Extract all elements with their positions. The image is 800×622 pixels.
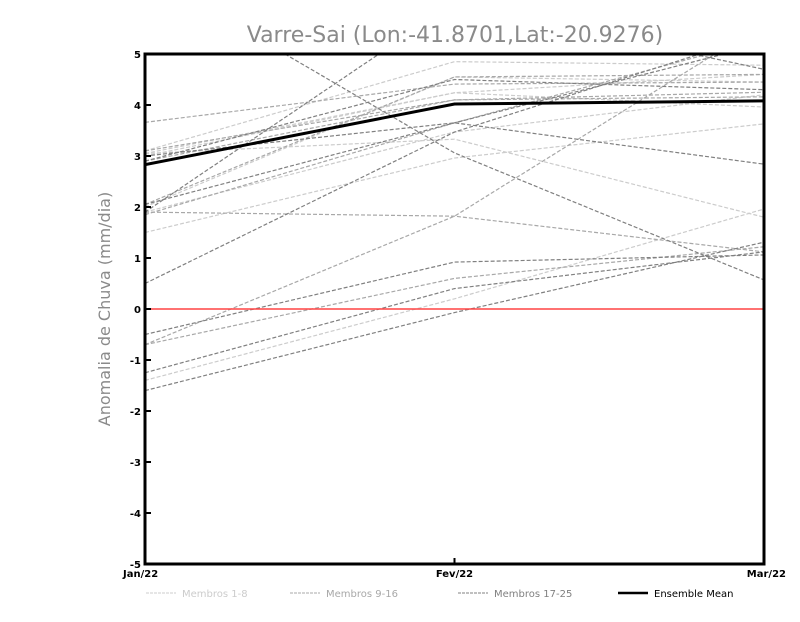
member-line-7 [145, 94, 764, 213]
x-tick-label: Fev/22 [436, 569, 473, 580]
x-tick-label: Mar/22 [747, 569, 786, 580]
legend-label: Membros 1-8 [182, 589, 248, 600]
chart-title: Varre-Sai (Lon:-41.8701,Lat:-20.9276) [247, 23, 664, 48]
member-line-15 [145, 96, 764, 152]
x-tick-label: Jan/22 [122, 569, 158, 580]
y-tick-label: -4 [130, 509, 141, 520]
y-tick-label: -1 [130, 356, 141, 367]
member-line-11 [145, 211, 764, 253]
member-line-17 [145, 54, 727, 206]
member-line-23 [145, 78, 764, 162]
member-line-4 [145, 138, 764, 218]
legend-label: Membros 9-16 [326, 589, 398, 600]
y-tick-label: -3 [130, 458, 141, 469]
member-line-16 [145, 73, 764, 206]
member-line-14 [145, 246, 764, 346]
member-line-13 [145, 54, 717, 346]
legend-label: Membros 17-25 [494, 589, 572, 600]
y-axis-label: Anomalia de Chuva (mm/dia) [95, 192, 114, 426]
member-line-24 [145, 251, 764, 374]
y-tick-label: 0 [134, 305, 141, 316]
y-tick-label: 5 [134, 50, 141, 61]
y-tick-label: 3 [134, 152, 141, 163]
y-tick-label: -5 [130, 560, 141, 571]
y-tick-label: 1 [134, 254, 141, 265]
member-line-3 [145, 123, 764, 234]
y-tick-label: 2 [134, 203, 141, 214]
legend-label: Ensemble Mean [654, 589, 733, 600]
member-line-9 [145, 81, 764, 123]
y-tick-label: 4 [134, 101, 141, 112]
member-line-20 [145, 254, 764, 336]
member-line-21 [145, 241, 764, 392]
ensemble-mean-line [145, 99, 764, 167]
member-line-19 [145, 54, 702, 285]
member-line-5 [145, 208, 764, 381]
y-tick-label: -2 [130, 407, 141, 418]
member-line-1 [145, 61, 764, 152]
member-line-8 [145, 76, 764, 208]
member-line-12 [145, 54, 711, 216]
